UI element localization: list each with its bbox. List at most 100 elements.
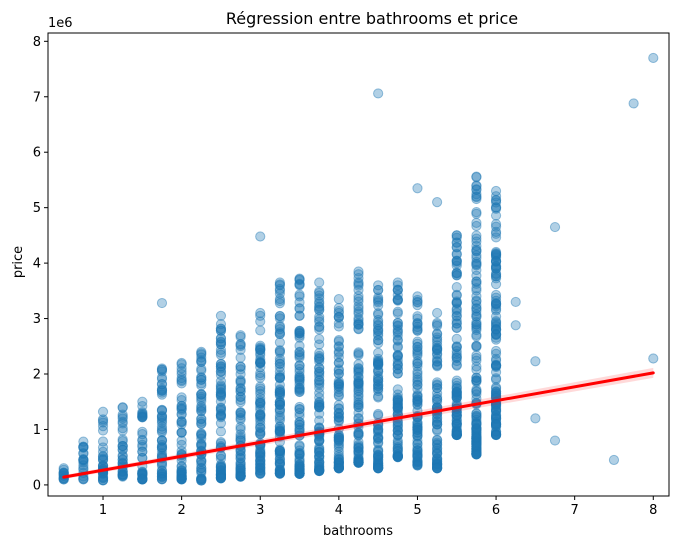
data-point xyxy=(353,412,364,424)
data-point xyxy=(274,464,285,475)
data-point xyxy=(412,356,423,367)
data-point xyxy=(176,473,187,484)
data-point xyxy=(235,471,246,482)
data-point xyxy=(353,380,364,392)
data-point xyxy=(333,386,344,398)
data-point xyxy=(392,435,403,446)
data-point xyxy=(274,280,285,291)
data-point xyxy=(255,357,266,369)
data-point xyxy=(353,456,364,467)
data-point xyxy=(432,383,443,394)
data-point xyxy=(373,424,384,435)
data-point xyxy=(471,278,482,289)
data-point xyxy=(274,384,285,395)
data-point xyxy=(196,474,207,485)
data-point xyxy=(471,449,482,460)
data-point xyxy=(314,461,325,473)
data-point xyxy=(156,441,168,452)
data-point xyxy=(333,449,344,461)
data-point xyxy=(215,469,227,480)
data-point xyxy=(156,435,168,446)
data-point xyxy=(274,421,285,433)
data-point xyxy=(412,300,423,311)
data-point xyxy=(255,468,266,479)
data-point xyxy=(451,307,462,318)
data-point xyxy=(196,406,207,417)
data-point xyxy=(235,471,246,482)
y-tick-label: 0 xyxy=(33,478,41,493)
data-point xyxy=(373,408,384,420)
data-point xyxy=(294,448,305,459)
data-point xyxy=(451,380,462,391)
data-point xyxy=(333,415,344,426)
data-point xyxy=(176,461,187,472)
data-point xyxy=(97,475,109,486)
data-point xyxy=(314,435,325,446)
data-point xyxy=(255,325,266,336)
data-point xyxy=(156,411,168,422)
data-point xyxy=(314,447,325,458)
data-point xyxy=(274,459,285,470)
data-point xyxy=(196,455,207,466)
data-point xyxy=(353,427,364,438)
data-point xyxy=(235,449,246,460)
data-point xyxy=(235,424,246,435)
data-point xyxy=(432,460,443,472)
data-point xyxy=(137,468,148,479)
data-point xyxy=(314,465,325,476)
data-point xyxy=(255,446,266,457)
data-point xyxy=(451,415,462,426)
data-point xyxy=(314,362,325,373)
data-point xyxy=(156,439,168,451)
data-point xyxy=(353,301,364,312)
data-point xyxy=(274,387,285,398)
data-point xyxy=(471,429,482,440)
data-point xyxy=(373,359,384,370)
data-point xyxy=(255,465,266,476)
data-point xyxy=(176,401,187,412)
data-point xyxy=(392,320,403,332)
data-point xyxy=(294,422,305,433)
data-point xyxy=(255,410,266,421)
data-point xyxy=(412,394,423,405)
data-point xyxy=(412,394,423,405)
data-point xyxy=(451,297,462,309)
x-tick-label: 5 xyxy=(413,503,421,518)
data-point xyxy=(274,379,285,391)
data-point xyxy=(137,428,148,440)
data-point xyxy=(471,423,482,434)
data-point xyxy=(117,418,128,429)
data-point xyxy=(255,427,266,439)
data-point xyxy=(255,447,266,458)
data-point xyxy=(294,310,305,321)
data-point xyxy=(373,446,384,457)
data-point xyxy=(451,429,462,441)
data-point xyxy=(255,397,266,408)
data-point xyxy=(373,423,384,435)
data-point xyxy=(333,446,344,457)
data-point xyxy=(373,360,384,371)
data-point xyxy=(373,385,384,397)
data-point xyxy=(294,274,305,285)
data-point xyxy=(97,455,109,466)
y-tick-label: 5 xyxy=(33,201,41,216)
data-point xyxy=(215,408,227,420)
data-point xyxy=(373,391,384,402)
data-point xyxy=(451,383,462,394)
data-point xyxy=(314,374,325,386)
data-point xyxy=(215,405,227,416)
data-point xyxy=(235,470,246,481)
data-point xyxy=(373,427,384,439)
data-point xyxy=(314,446,325,457)
data-point xyxy=(117,402,128,413)
data-point xyxy=(333,357,344,369)
data-point xyxy=(373,292,384,303)
data-point xyxy=(333,462,344,474)
data-point xyxy=(373,308,384,319)
data-point xyxy=(255,383,266,394)
data-point xyxy=(314,286,325,297)
data-point xyxy=(373,328,384,339)
data-point xyxy=(274,448,285,459)
data-point xyxy=(392,284,403,296)
data-point xyxy=(215,410,227,421)
